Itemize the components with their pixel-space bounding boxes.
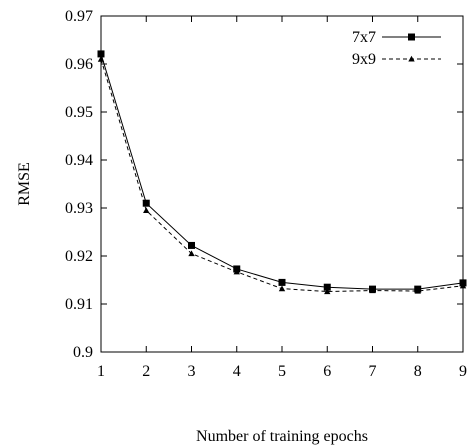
x-tick-label-8: 9 <box>459 363 467 380</box>
y-tick-label-4: 0.94 <box>65 152 93 169</box>
point-9x9-3 <box>188 250 195 257</box>
y-axis-title: RMSE <box>16 162 33 206</box>
x-tick-label-0: 1 <box>97 363 105 380</box>
point-9x9-5 <box>278 285 286 292</box>
x-tick-label-7: 8 <box>414 363 422 380</box>
y-tick-label-0: 0.9 <box>73 344 93 361</box>
x-tick-label-3: 4 <box>233 363 241 380</box>
legend-marker-9x9 <box>408 55 415 62</box>
plot-frame <box>100 15 464 353</box>
point-9x9-2 <box>143 207 150 213</box>
x-tick-label-4: 5 <box>278 363 286 380</box>
point-7x7-6 <box>323 283 331 291</box>
point-9x9-6 <box>324 288 331 295</box>
series-line-7x7 <box>100 53 464 290</box>
x-tick-label-5: 6 <box>323 363 331 380</box>
point-7x7-3 <box>188 241 195 249</box>
y-tick-label-1: 0.91 <box>65 296 93 313</box>
y-tick-label-2: 0.92 <box>65 248 93 265</box>
y-tick-label-7: 0.97 <box>65 8 93 25</box>
series-9x9 <box>97 56 467 295</box>
point-7x7-2 <box>142 199 150 207</box>
x-tick-label-1: 2 <box>142 363 150 380</box>
point-9x9-8 <box>414 287 421 294</box>
point-9x9-4 <box>233 268 240 275</box>
ticks-layer: 0.9 0.91 0.92 0.93 0.94 0.95 0.96 0.97 1 2 3 4 5 6 7 8 9 <box>65 8 467 380</box>
legend-label-7x7: 7x7 <box>352 29 376 46</box>
legend-label-9x9: 9x9 <box>352 51 376 68</box>
y-axis-title-group: RMSE <box>16 162 33 206</box>
legend-marker-7x7 <box>408 33 415 41</box>
series-line-9x9 <box>100 59 464 293</box>
series-layer <box>97 50 467 295</box>
x-tick-label-6: 7 <box>369 363 377 380</box>
y-tick-label-5: 0.95 <box>65 104 93 121</box>
x-axis-title: Number of training epochs <box>196 428 368 445</box>
y-tick-label-6: 0.96 <box>65 56 93 73</box>
x-tick-label-2: 3 <box>188 363 196 380</box>
series-7x7 <box>97 50 467 293</box>
point-7x7-5 <box>278 278 286 286</box>
point-9x9-7 <box>369 287 376 294</box>
y-tick-label-3: 0.93 <box>65 200 93 217</box>
